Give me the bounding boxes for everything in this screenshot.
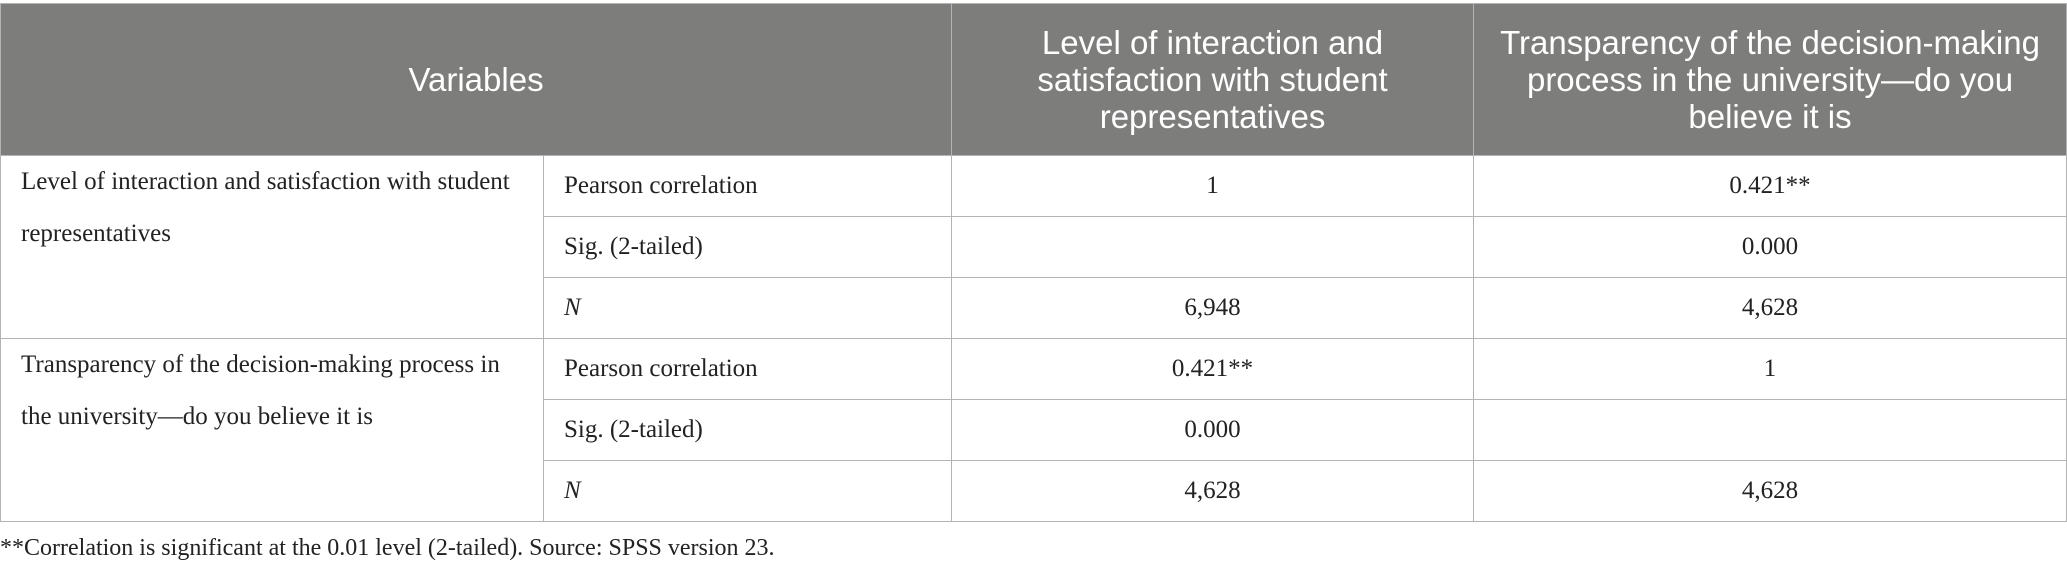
stat-label: N: [542, 277, 953, 339]
table-cell: 4,628: [951, 460, 1475, 522]
table-header: Variables Level of interaction and satis…: [0, 3, 2067, 156]
table-cell: 1: [1473, 338, 2067, 400]
table-cell: [951, 216, 1475, 278]
stat-label: Pearson correlation: [542, 338, 953, 400]
table-row: N 6,948 4,628: [1, 277, 2067, 339]
table-body: Level of interaction and satisfaction wi…: [0, 155, 2067, 522]
header-col-interaction: Level of interaction and satisfaction wi…: [951, 3, 1475, 156]
header-row: Variables Level of interaction and satis…: [0, 3, 2067, 156]
correlation-table: Variables Level of interaction and satis…: [0, 3, 2067, 522]
table-row: Transparency of the decision-making proc…: [0, 338, 2067, 522]
table-cell: 0.421**: [1473, 155, 2067, 217]
table-cell: 0.421**: [951, 338, 1475, 400]
correlation-table-wrapper: Variables Level of interaction and satis…: [0, 3, 2067, 522]
table-cell: 0.000: [951, 399, 1475, 461]
table-cell: 4,628: [1473, 277, 2067, 339]
stat-label: N: [542, 460, 953, 522]
row-variable-transparency: Transparency of the decision-making proc…: [0, 338, 544, 522]
table-cell: 0.000: [1473, 216, 2067, 278]
header-variables: Variables: [0, 3, 953, 156]
table-row: Sig. (2-tailed) 0.000: [1, 399, 2067, 461]
stat-label: Sig. (2-tailed): [542, 399, 953, 461]
table-cell: [1473, 399, 2067, 461]
stat-label: Pearson correlation: [542, 155, 953, 217]
table-cell: 4,628: [1473, 460, 2067, 522]
table-row: Level of interaction and satisfaction wi…: [0, 155, 2067, 339]
row-variable-interaction: Level of interaction and satisfaction wi…: [0, 155, 544, 339]
table-cell: 1: [951, 155, 1475, 217]
table-row: N 4,628 4,628: [1, 460, 2067, 522]
stat-label: Sig. (2-tailed): [542, 216, 953, 278]
table-cell: 6,948: [951, 277, 1475, 339]
table-footnote: **Correlation is significant at the 0.01…: [0, 535, 775, 561]
header-col-transparency: Transparency of the decision-making proc…: [1473, 3, 2067, 156]
